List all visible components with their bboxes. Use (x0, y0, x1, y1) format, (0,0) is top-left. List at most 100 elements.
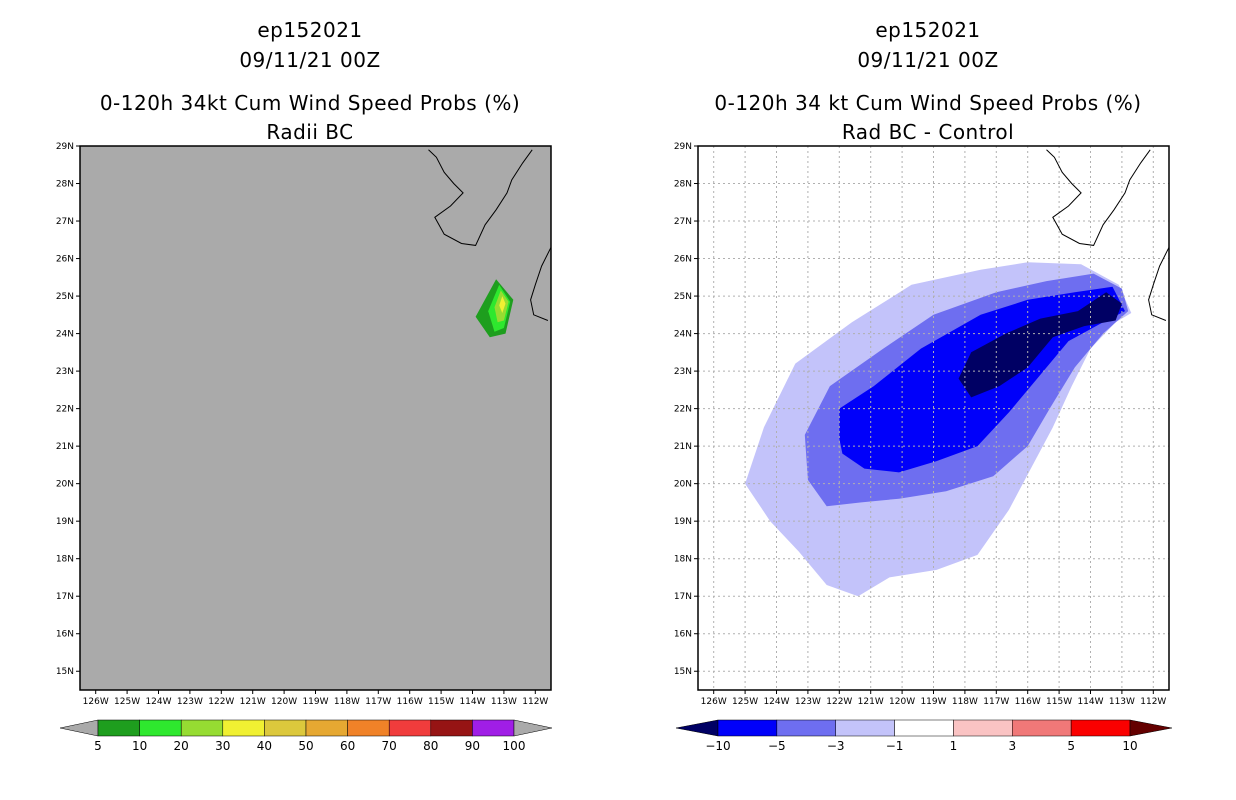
plot-area (80, 146, 551, 690)
colorbar-box (222, 719, 265, 737)
colorbar-label: 80 (423, 739, 438, 753)
colorbar-label: −5 (768, 739, 786, 753)
x-tick-label: 116W (397, 697, 423, 707)
y-tick-label: 19N (674, 517, 692, 527)
x-tick-label: 125W (732, 697, 758, 707)
x-tick-label: 113W (491, 697, 517, 707)
x-tick-label: 113W (1109, 697, 1135, 707)
colorbar-box (430, 719, 473, 737)
colorbar-label: −1 (886, 739, 904, 753)
y-tick-label: 18N (56, 555, 74, 565)
colorbar: 5 10 20 30 40 50 60 70 80 90 100 (59, 719, 553, 753)
x-tick-label: 123W (177, 697, 203, 707)
x-tick-label: 114W (459, 697, 485, 707)
colorbar-label: 20 (174, 739, 189, 753)
x-tick-label: 124W (763, 697, 789, 707)
colorbar-label: 60 (340, 739, 355, 753)
y-tick-label: 27N (674, 217, 692, 227)
colorbar-label: 10 (1122, 739, 1137, 753)
colorbar-label: 50 (298, 739, 313, 753)
x-tick-label: 117W (983, 697, 1009, 707)
y-tick-label: 24N (674, 330, 692, 340)
y-tick-label: 17N (56, 592, 74, 602)
y-tick-label: 25N (674, 292, 692, 302)
contour-level-30 (499, 296, 506, 313)
y-tick-label: 16N (56, 630, 74, 640)
y-tick-label: 20N (674, 480, 692, 490)
colorbar-label: 100 (503, 739, 526, 753)
x-tick-label: 122W (208, 697, 234, 707)
y-tick-label: 28N (674, 180, 692, 190)
x-tick-label: 118W (334, 697, 360, 707)
colorbar-high-end (1129, 719, 1173, 737)
colorbar-label: 10 (132, 739, 147, 753)
colorbar-label: 3 (1008, 739, 1016, 753)
left-datetime: 09/11/21 00Z (239, 48, 381, 72)
y-tick-label: 21N (56, 442, 74, 452)
x-tick-label: 112W (522, 697, 548, 707)
x-tick-label: 120W (889, 697, 915, 707)
x-tick-label: 119W (920, 697, 946, 707)
colorbar-label: 30 (215, 739, 230, 753)
colorbar-label: 40 (257, 739, 272, 753)
y-tick-label: 23N (674, 367, 692, 377)
right-storm-id: ep152021 (875, 18, 981, 42)
colorbar-label: 1 (950, 739, 958, 753)
x-tick-label: 126W (83, 697, 109, 707)
colorbar-label: 90 (465, 739, 480, 753)
y-tick-label: 25N (56, 292, 74, 302)
colorbar-box (97, 719, 140, 737)
x-tick-label: 122W (826, 697, 852, 707)
colorbar-box (472, 719, 515, 737)
x-tick-label: 117W (365, 697, 391, 707)
x-tick-label: 121W (240, 697, 266, 707)
panel-1: 126W 125W 124W 123W 122W 121W 120W 119W 118W 117W… (56, 142, 553, 753)
y-tick-label: 28N (56, 180, 74, 190)
left-storm-id: ep152021 (257, 18, 363, 42)
y-tick-label: 15N (56, 667, 74, 677)
colorbar-box (305, 719, 348, 737)
right-chart-subtitle: Rad BC - Control (841, 120, 1015, 144)
y-tick-label: 29N (56, 142, 74, 152)
colorbar-label: −10 (705, 739, 730, 753)
coastline (1046, 149, 1151, 246)
x-tick-label: 112W (1140, 697, 1166, 707)
colorbar-box (776, 719, 836, 737)
colorbar-label: −3 (827, 739, 845, 753)
x-tick-label: 125W (114, 697, 140, 707)
y-tick-label: 24N (56, 330, 74, 340)
colorbar-box (1070, 719, 1131, 737)
colorbar-label: 5 (94, 739, 102, 753)
colorbar-box (139, 719, 182, 737)
y-tick-label: 21N (674, 442, 692, 452)
x-tick-label: 120W (271, 697, 297, 707)
colorbar: −10 −5 −3 −1 1 3 5 10 (675, 719, 1173, 753)
left-chart-subtitle: Radii BC (266, 120, 354, 144)
colorbar-box (835, 719, 895, 737)
x-tick-label: 124W (145, 697, 171, 707)
right-chart-title: 0-120h 34 kt Cum Wind Speed Probs (%) (714, 91, 1142, 115)
colorbar-low-end (675, 719, 719, 737)
left-chart-title: 0-120h 34kt Cum Wind Speed Probs (%) (99, 91, 521, 115)
colorbar-box (388, 719, 432, 737)
colorbar-low-end (59, 719, 99, 737)
colorbar-box (264, 719, 307, 737)
x-tick-label: 115W (1046, 697, 1072, 707)
coastline (1148, 247, 1170, 321)
panel-2: 126W 125W 124W 123W 122W 121W 120W 119W 118W 117W… (674, 142, 1173, 753)
y-tick-label: 27N (56, 217, 74, 227)
coastline (428, 149, 533, 246)
y-tick-label: 26N (56, 255, 74, 265)
colorbar-box (180, 719, 224, 737)
x-tick-label: 118W (952, 697, 978, 707)
y-tick-label: 22N (56, 405, 74, 415)
colorbar-box (1012, 719, 1072, 737)
colorbar-label: 70 (382, 739, 397, 753)
colorbar-box (953, 719, 1013, 737)
y-tick-label: 16N (674, 630, 692, 640)
colorbar-box (894, 719, 954, 737)
colorbar-label: 5 (1067, 739, 1075, 753)
y-tick-label: 22N (674, 405, 692, 415)
colorbar-box (347, 719, 390, 737)
